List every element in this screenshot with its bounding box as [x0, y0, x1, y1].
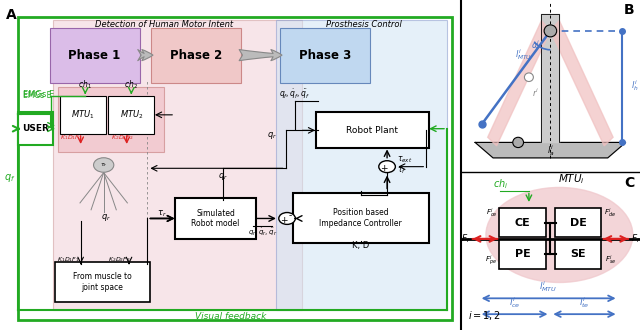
Text: DE: DE — [570, 217, 587, 228]
Text: $\tau_r$: $\tau_r$ — [100, 161, 108, 169]
Text: -: - — [288, 211, 291, 220]
Polygon shape — [488, 20, 550, 146]
Text: $l^i_{MTU}$: $l^i_{MTU}$ — [540, 280, 558, 294]
FancyBboxPatch shape — [58, 87, 164, 152]
Text: $MTU_1$: $MTU_1$ — [71, 109, 95, 121]
Text: $l^i_h$: $l^i_h$ — [631, 78, 639, 93]
Ellipse shape — [486, 187, 633, 282]
Text: $ch_2$: $ch_2$ — [124, 78, 138, 91]
Text: $K_1 D_1 F_1$: $K_1 D_1 F_1$ — [57, 255, 79, 263]
Text: $l^i_{MTU}$: $l^i_{MTU}$ — [515, 48, 532, 62]
Text: $ch_1$: $ch_1$ — [78, 78, 92, 91]
Text: CE: CE — [515, 217, 531, 228]
Text: +: + — [280, 215, 288, 225]
Polygon shape — [475, 143, 626, 158]
Text: $q_f$: $q_f$ — [4, 172, 16, 184]
Text: PE: PE — [515, 249, 531, 259]
Text: $\alpha^i$: $\alpha^i$ — [531, 38, 541, 51]
Text: $F^i_{de}$: $F^i_{de}$ — [604, 207, 616, 220]
Text: EMGs E: EMGs E — [23, 89, 54, 99]
Text: $i = 1,2$: $i = 1,2$ — [468, 309, 501, 322]
Text: Phase 2: Phase 2 — [170, 49, 222, 62]
Text: Robot Plant: Robot Plant — [346, 126, 398, 135]
Text: $MTU_2$: $MTU_2$ — [120, 109, 143, 121]
Text: Detection of Human Motor Intent: Detection of Human Motor Intent — [95, 20, 233, 29]
FancyBboxPatch shape — [53, 20, 302, 310]
Text: $\tau_r$: $\tau_r$ — [157, 208, 167, 219]
Text: $r^i$: $r^i$ — [532, 86, 540, 99]
FancyBboxPatch shape — [175, 198, 256, 239]
FancyBboxPatch shape — [555, 240, 602, 269]
Text: $F^i_{ce}$: $F^i_{ce}$ — [486, 207, 497, 220]
FancyBboxPatch shape — [50, 28, 140, 82]
Text: $l^i_{ce}$: $l^i_{ce}$ — [509, 295, 520, 310]
Circle shape — [513, 137, 524, 148]
Text: Position based
Impedance Controller: Position based Impedance Controller — [319, 208, 402, 227]
FancyBboxPatch shape — [19, 112, 53, 145]
Text: $q_r$: $q_r$ — [101, 212, 111, 223]
Text: $l^i_a$: $l^i_a$ — [547, 144, 554, 158]
Circle shape — [93, 158, 114, 172]
Text: $K_2 D_2 F_2$: $K_2 D_2 F_2$ — [108, 255, 131, 263]
FancyBboxPatch shape — [555, 208, 602, 237]
Circle shape — [279, 213, 296, 224]
FancyBboxPatch shape — [55, 262, 150, 302]
Text: $q_f, \dot{q}_f, \ddot{q}_f$: $q_f, \dot{q}_f, \ddot{q}_f$ — [279, 87, 310, 101]
Text: Prosthesis Control: Prosthesis Control — [326, 20, 402, 29]
Text: $MTU_i$: $MTU_i$ — [559, 173, 586, 186]
Circle shape — [544, 25, 557, 37]
FancyBboxPatch shape — [151, 28, 241, 82]
Text: SE: SE — [570, 249, 586, 259]
Text: $F_i$: $F_i$ — [631, 233, 640, 245]
Text: $q_r$: $q_r$ — [267, 130, 277, 141]
Text: C: C — [625, 176, 635, 190]
Text: Visual feedback: Visual feedback — [195, 312, 266, 321]
Text: From muscle to
joint space: From muscle to joint space — [73, 273, 132, 292]
Text: $q_r,\dot{q}_r,\ddot{q}_r$: $q_r,\dot{q}_r,\ddot{q}_r$ — [248, 226, 277, 238]
FancyBboxPatch shape — [60, 96, 106, 134]
Text: Phase 1: Phase 1 — [68, 49, 120, 62]
Text: $F^i_{pe}$: $F^i_{pe}$ — [485, 253, 497, 268]
Text: $\tau_{ext}$: $\tau_{ext}$ — [397, 154, 413, 165]
Polygon shape — [550, 20, 613, 146]
Text: +: + — [381, 164, 388, 173]
FancyBboxPatch shape — [280, 28, 370, 82]
Text: B: B — [624, 3, 635, 17]
Circle shape — [524, 73, 533, 82]
Text: $K_2 D_2 F_2$: $K_2 D_2 F_2$ — [111, 133, 134, 142]
Text: $q_r$: $q_r$ — [218, 171, 228, 182]
FancyBboxPatch shape — [316, 112, 429, 148]
Text: $F^i_{se}$: $F^i_{se}$ — [605, 254, 616, 267]
Text: $q_r = 0$: $q_r = 0$ — [538, 0, 563, 2]
FancyBboxPatch shape — [292, 193, 429, 243]
FancyBboxPatch shape — [276, 20, 447, 310]
Text: Phase 3: Phase 3 — [299, 49, 351, 62]
FancyBboxPatch shape — [499, 240, 546, 269]
Text: $K_1 D_1 F_1$: $K_1 D_1 F_1$ — [60, 133, 83, 142]
Text: USER: USER — [22, 124, 49, 133]
FancyBboxPatch shape — [499, 208, 546, 237]
Text: K, D: K, D — [352, 241, 369, 250]
FancyBboxPatch shape — [108, 96, 154, 134]
Text: $ch_i$: $ch_i$ — [493, 177, 508, 191]
Circle shape — [379, 161, 396, 173]
Text: A: A — [6, 8, 16, 22]
Text: $l^i_{te}$: $l^i_{te}$ — [579, 295, 589, 310]
Text: EMGs E: EMGs E — [23, 91, 51, 100]
Text: $F_i$: $F_i$ — [461, 233, 470, 245]
Text: Simulated
Robot model: Simulated Robot model — [191, 209, 240, 228]
Text: $\tau_f$: $\tau_f$ — [397, 165, 406, 176]
